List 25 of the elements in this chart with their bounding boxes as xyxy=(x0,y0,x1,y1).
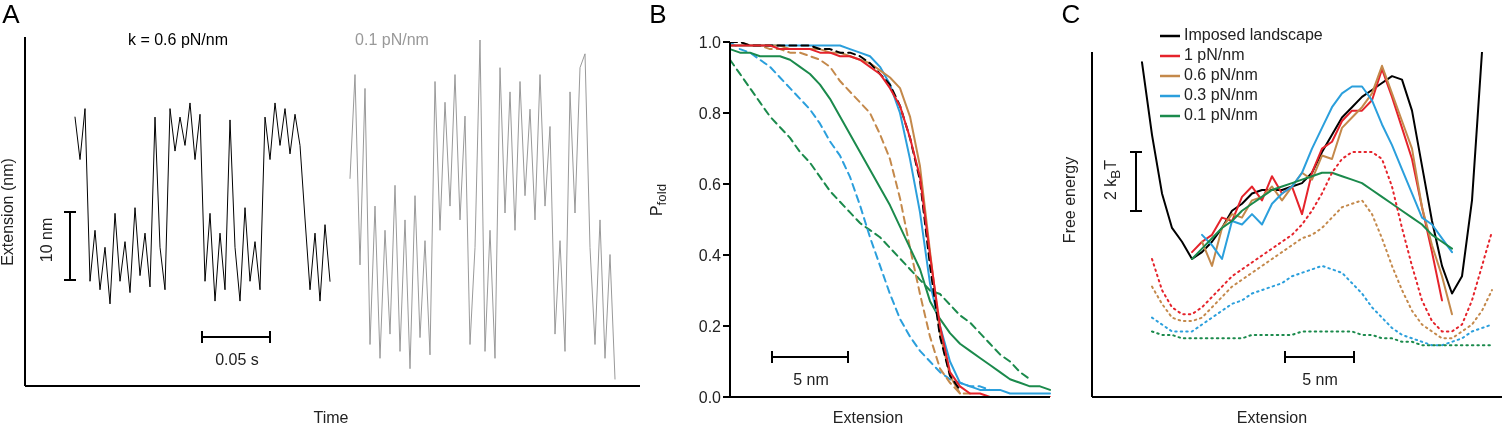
x-axis-title: Extension xyxy=(1236,409,1308,426)
text: 10 nm xyxy=(38,217,55,263)
y-tick-label: 0.4 xyxy=(698,246,722,264)
x-axis-title: Extension xyxy=(832,409,904,426)
y-tick-label: 1.0 xyxy=(698,33,722,51)
annotation: 5 nm xyxy=(1302,371,1338,388)
annotation: 0.05 s xyxy=(215,351,259,368)
legend-label: Imposed landscape xyxy=(1184,26,1323,44)
y-tick-label: 0.0 xyxy=(698,388,722,406)
legend-label: 0.1 pN/nm xyxy=(1184,106,1258,124)
y-tick-label: 0.8 xyxy=(698,104,722,122)
series-label: 0.1 pN/nm xyxy=(355,31,429,48)
legend-label: 1 pN/nm xyxy=(1184,46,1245,64)
annotation: 5 nm xyxy=(793,371,829,388)
chart-title: B xyxy=(649,0,667,29)
chart-title: C xyxy=(1061,0,1081,29)
y-tick-label: 0.6 xyxy=(698,175,722,193)
text: k = 0.6 pN/nm xyxy=(127,31,229,48)
y-axis-title: Extension (nm) xyxy=(0,158,16,266)
legend-label: 0.3 pN/nm xyxy=(1184,86,1258,104)
y-axis-title: Free energy xyxy=(1061,156,1078,244)
x-axis-title: Time xyxy=(313,409,349,426)
chart-title: A xyxy=(2,0,20,29)
legend-label: 0.6 pN/nm xyxy=(1184,66,1258,84)
y-tick-label: 0.2 xyxy=(698,317,722,335)
